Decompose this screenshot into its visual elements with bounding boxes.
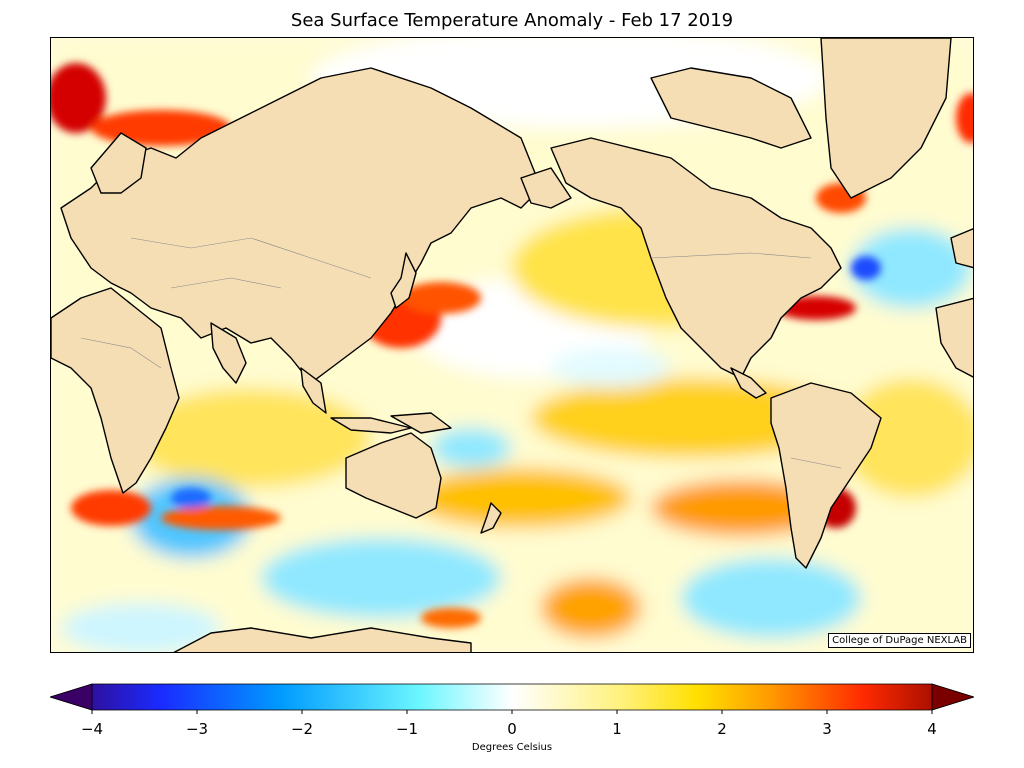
land-central-america (730, 367, 767, 399)
colorbar (50, 683, 974, 714)
land-north-america (550, 137, 842, 379)
land-africa-east-edge (935, 297, 973, 378)
colorbar-unit-label: Degrees Celsius (471, 742, 553, 753)
land-india (210, 322, 247, 384)
colorbar-tick-label: 0 (507, 720, 517, 738)
land-south-america (770, 382, 882, 569)
land-antarctica (173, 627, 472, 652)
land-se-asia (300, 367, 327, 414)
colorbar-tick-label: −1 (395, 720, 419, 738)
credit-label: College of DuPage NEXLAB (828, 633, 971, 648)
land-europe-east-edge (950, 228, 973, 269)
land-alaska (520, 167, 572, 209)
colorbar-tick-label: 1 (612, 720, 622, 738)
colorbar-tick-label: −2 (290, 720, 314, 738)
country-borders (80, 237, 842, 469)
sst-anomaly-map: College of DuPage NEXLAB (50, 37, 974, 653)
land-greenland (820, 38, 952, 199)
colorbar-tick-label: −3 (185, 720, 209, 738)
colorbar-ticks (91, 710, 933, 714)
land-new-zealand (480, 502, 502, 534)
landmasses (51, 38, 973, 652)
colorbar-tick-label: 2 (717, 720, 727, 738)
land-arctic-islands (650, 67, 812, 149)
land-scandinavia (90, 132, 147, 194)
land-japan (390, 252, 417, 309)
colorbar-tick-label: −4 (80, 720, 104, 738)
colorbar-tick-label: 4 (927, 720, 937, 738)
land-australia (345, 432, 442, 519)
land-africa (51, 287, 180, 494)
land-new-guinea (390, 412, 452, 434)
map-canvas (51, 38, 973, 652)
colorbar-tick-label: 3 (822, 720, 832, 738)
map-title: Sea Surface Temperature Anomaly - Feb 17… (290, 10, 734, 31)
